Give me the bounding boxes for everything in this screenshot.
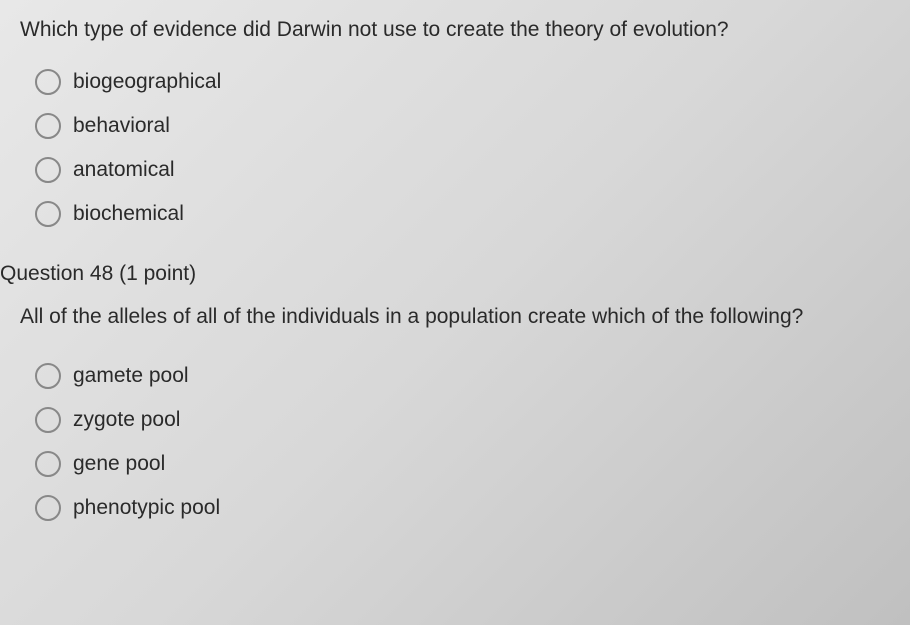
option-row[interactable]: gene pool (35, 451, 890, 477)
radio-button[interactable] (35, 451, 61, 477)
option-row[interactable]: biochemical (35, 201, 890, 227)
radio-button[interactable] (35, 69, 61, 95)
radio-button[interactable] (35, 157, 61, 183)
option-label: biogeographical (73, 70, 221, 94)
option-label: anatomical (73, 158, 175, 182)
question-47-block: Which type of evidence did Darwin not us… (20, 15, 890, 227)
radio-button[interactable] (35, 201, 61, 227)
question-48-options: gamete pool zygote pool gene pool phenot… (20, 363, 890, 521)
option-row[interactable]: phenotypic pool (35, 495, 890, 521)
option-row[interactable]: biogeographical (35, 69, 890, 95)
radio-button[interactable] (35, 407, 61, 433)
question-48-block: Question 48 (1 point) All of the alleles… (20, 262, 890, 521)
question-47-options: biogeographical behavioral anatomical bi… (20, 69, 890, 227)
radio-button[interactable] (35, 363, 61, 389)
option-label: zygote pool (73, 408, 180, 432)
question-48-text: All of the alleles of all of the individ… (20, 301, 890, 333)
radio-button[interactable] (35, 495, 61, 521)
question-48-header: Question 48 (1 point) (0, 262, 890, 286)
option-label: gene pool (73, 452, 165, 476)
option-row[interactable]: gamete pool (35, 363, 890, 389)
option-label: biochemical (73, 202, 184, 226)
option-row[interactable]: anatomical (35, 157, 890, 183)
option-label: behavioral (73, 114, 170, 138)
option-row[interactable]: behavioral (35, 113, 890, 139)
radio-button[interactable] (35, 113, 61, 139)
option-row[interactable]: zygote pool (35, 407, 890, 433)
question-47-text: Which type of evidence did Darwin not us… (20, 15, 890, 44)
option-label: phenotypic pool (73, 496, 220, 520)
option-label: gamete pool (73, 364, 189, 388)
